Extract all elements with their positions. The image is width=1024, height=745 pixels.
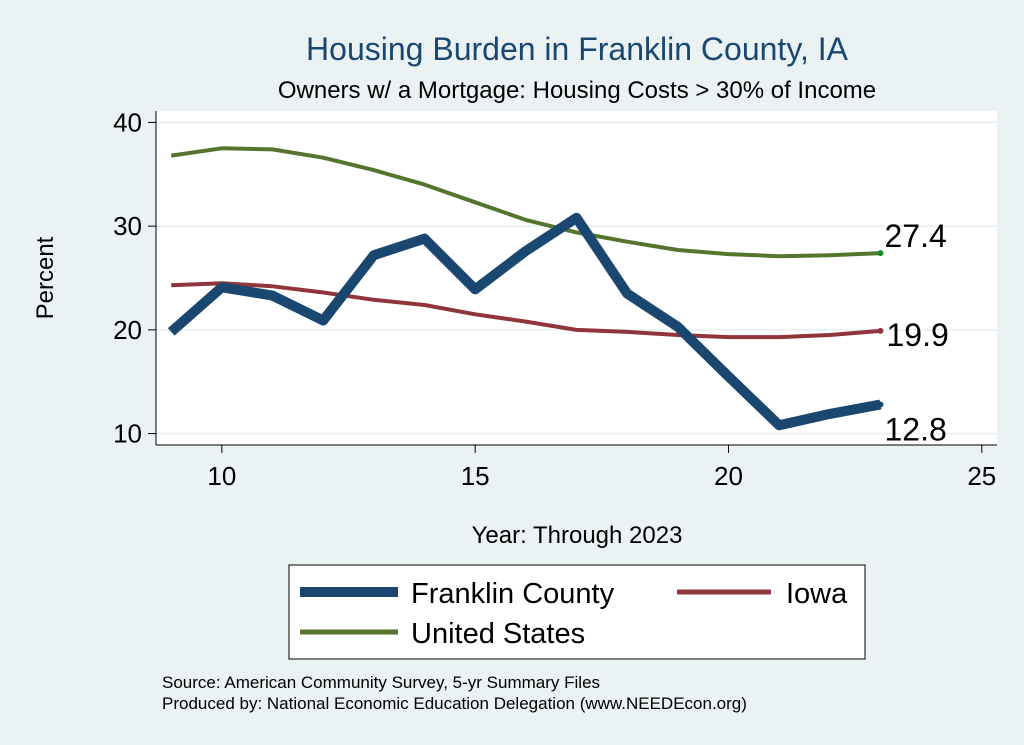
x-tick-label-15: 15 <box>461 461 490 491</box>
end-labels: 12.8 19.9 27.4 <box>884 218 948 447</box>
plot-area <box>156 111 997 445</box>
source-note: Source: American Community Survey, 5-yr … <box>162 673 600 692</box>
x-axis-title: Year: Through 2023 <box>472 522 683 549</box>
y-axis-title: Percent <box>32 236 59 319</box>
end-label-united-states: 27.4 <box>884 218 946 254</box>
series-line-iowa <box>171 281 881 340</box>
end-marker-franklin-county <box>877 401 884 408</box>
series-line-franklin-county <box>167 212 882 431</box>
legend-label-iowa: Iowa <box>786 578 848 610</box>
end-label-franklin-county: 12.8 <box>884 412 946 448</box>
producer-note: Produced by: National Economic Education… <box>162 694 747 713</box>
series-line-united-states <box>170 146 881 259</box>
x-tick-label-25: 25 <box>967 461 996 491</box>
legend-label-us: United States <box>411 618 585 650</box>
y-tick-label-40: 40 <box>113 107 142 137</box>
legend-label-franklin: Franklin County <box>411 578 615 610</box>
legend-box <box>288 564 866 660</box>
axis-ticks: 10 20 30 40 10 15 20 25 <box>113 107 996 491</box>
y-tick-label-10: 10 <box>113 419 142 449</box>
chart-title: Housing Burden in Franklin County, IA <box>306 31 849 67</box>
y-tick-label-20: 20 <box>113 315 142 345</box>
x-tick-label-20: 20 <box>714 461 743 491</box>
end-label-iowa: 19.9 <box>886 317 948 353</box>
x-tick-label-10: 10 <box>207 461 236 491</box>
chart-subtitle: Owners w/ a Mortgage: Housing Costs > 30… <box>278 77 876 104</box>
end-marker-iowa <box>877 327 884 334</box>
end-marker-united-states <box>877 250 884 257</box>
series-lines <box>167 146 884 431</box>
y-tick-label-30: 30 <box>113 211 142 241</box>
